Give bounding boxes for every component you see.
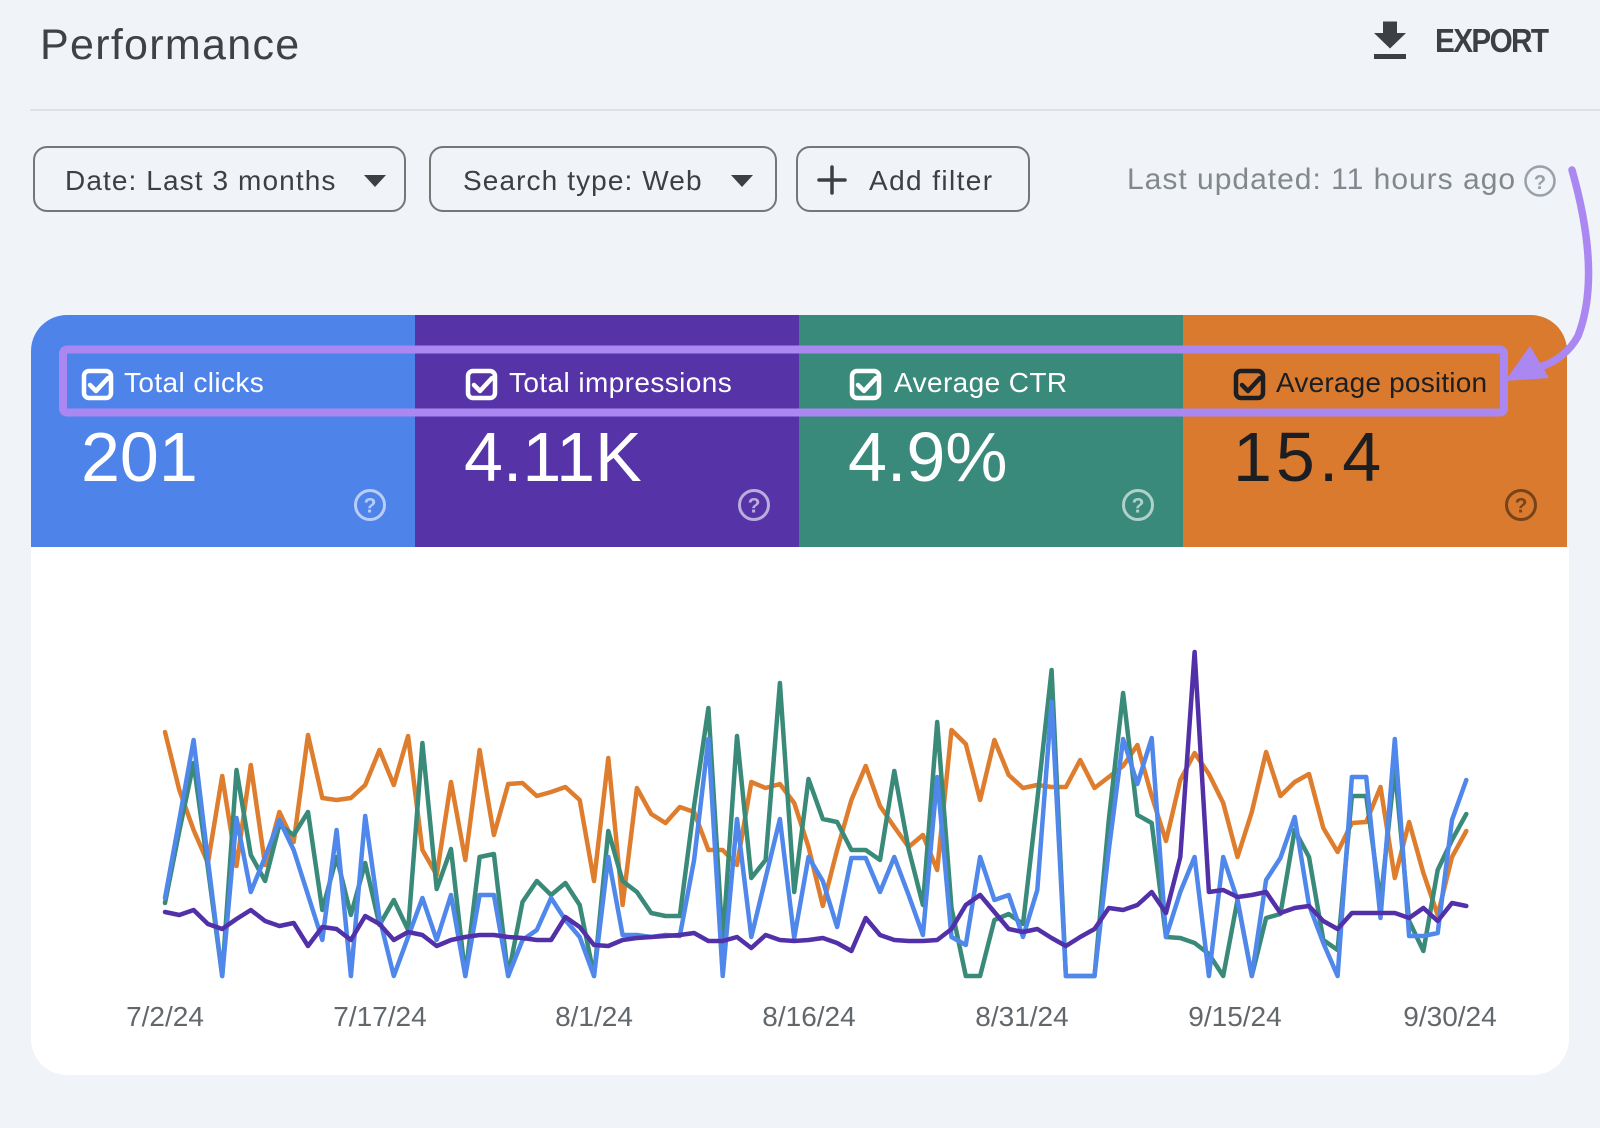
svg-text:?: ? xyxy=(1132,495,1145,518)
svg-text:?: ? xyxy=(1515,495,1528,518)
svg-text:?: ? xyxy=(1534,172,1546,194)
svg-text:?: ? xyxy=(364,495,377,518)
svg-text:?: ? xyxy=(748,495,761,518)
